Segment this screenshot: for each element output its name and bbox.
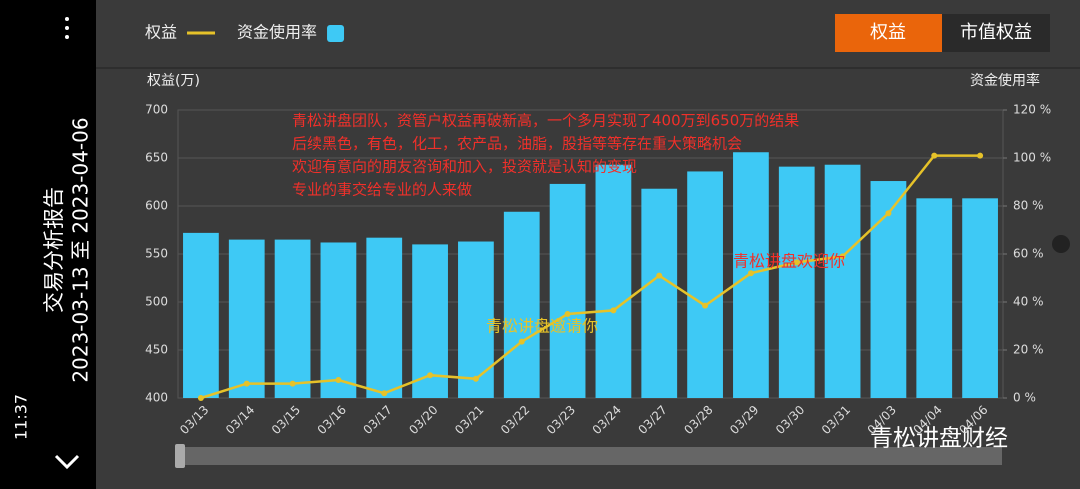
bar — [503, 211, 540, 398]
y2-tick-label: 60 % — [1013, 247, 1044, 261]
button-label[interactable]: 权益 — [870, 22, 906, 43]
bar — [641, 188, 678, 398]
line — [200, 154, 981, 400]
bar — [549, 183, 586, 398]
point — [472, 375, 479, 382]
point — [839, 253, 846, 260]
bar — [458, 241, 494, 398]
annotation: 青松讲盘邀请你 — [486, 317, 598, 336]
bar — [870, 181, 907, 398]
date-range: 2023-03-13 至 2023-04-06 — [69, 117, 93, 382]
menu-dots[interactable] — [65, 17, 69, 39]
point — [977, 152, 984, 159]
point — [656, 272, 663, 279]
point — [885, 210, 892, 217]
y2-tick-label: 0 % — [1013, 391, 1036, 405]
y2-tick-label: 40 % — [1013, 295, 1044, 309]
point — [702, 302, 709, 309]
y-tick-label: 600 — [145, 199, 168, 213]
point — [564, 311, 571, 317]
button-active[interactable] — [835, 14, 942, 52]
y-tick-label: 550 — [145, 247, 168, 261]
point — [931, 152, 938, 159]
y2-tick-label: 100 % — [1013, 151, 1051, 165]
point — [427, 372, 434, 379]
legend-swatch — [327, 25, 345, 42]
page-title: 交易分析报告 — [42, 187, 66, 313]
bar — [274, 239, 311, 398]
scroll-bar[interactable] — [176, 447, 1002, 465]
bar — [366, 237, 403, 398]
point — [197, 395, 204, 401]
y-axis-title: 权益(万) — [147, 73, 200, 89]
legend-label: 资金使用率 — [237, 23, 317, 42]
annotation: 青松讲盘欢迎你 — [733, 252, 845, 271]
next-button[interactable] — [1052, 235, 1070, 253]
button[interactable] — [942, 14, 1050, 52]
y-tick-label: 400 — [145, 391, 168, 405]
bar — [962, 198, 998, 398]
y2-tick-label: 20 % — [1013, 343, 1044, 357]
watermark: 青松讲盘财经 — [870, 426, 1008, 452]
point — [243, 380, 250, 387]
y-tick-label: 450 — [145, 343, 168, 357]
sidebar — [0, 0, 96, 489]
bar — [778, 166, 815, 398]
y-tick-label: 700 — [145, 103, 168, 117]
point — [381, 390, 388, 397]
bar — [916, 198, 953, 398]
point — [747, 270, 754, 277]
y2-tick-label: 120 % — [1013, 103, 1051, 117]
y-tick-label: 650 — [145, 151, 168, 165]
annotation: 欢迎有意向的朋友咨询和加入，投资就是认知的变现 — [292, 158, 637, 176]
bar — [183, 232, 219, 398]
bar — [687, 171, 723, 398]
bar — [228, 239, 265, 398]
annotation: 专业的事交给专业的人来做 — [292, 181, 472, 199]
point — [610, 307, 617, 314]
back-button[interactable] — [54, 454, 80, 470]
y2-tick-label: 80 % — [1013, 199, 1044, 213]
bar — [595, 164, 632, 398]
bar — [824, 164, 861, 398]
annotation: 青松讲盘团队，资管户权益再破新高，一个多月实现了400万到650万的结果 — [292, 112, 799, 130]
y2-axis-title: 资金使用率 — [970, 72, 1040, 89]
point — [289, 380, 296, 387]
button-label[interactable]: 市值权益 — [960, 22, 1032, 43]
y-tick-label: 500 — [145, 295, 168, 309]
point — [518, 338, 525, 345]
status-time: 11:37 — [12, 394, 31, 440]
legend-label: 权益 — [145, 23, 177, 42]
bar — [320, 242, 357, 398]
point — [793, 259, 800, 266]
scroll-handle[interactable] — [175, 444, 185, 468]
annotation: 后续黑色，有色，化工，农产品，油脂，股指等等存在重大策略机会 — [292, 135, 742, 153]
point — [335, 377, 342, 383]
